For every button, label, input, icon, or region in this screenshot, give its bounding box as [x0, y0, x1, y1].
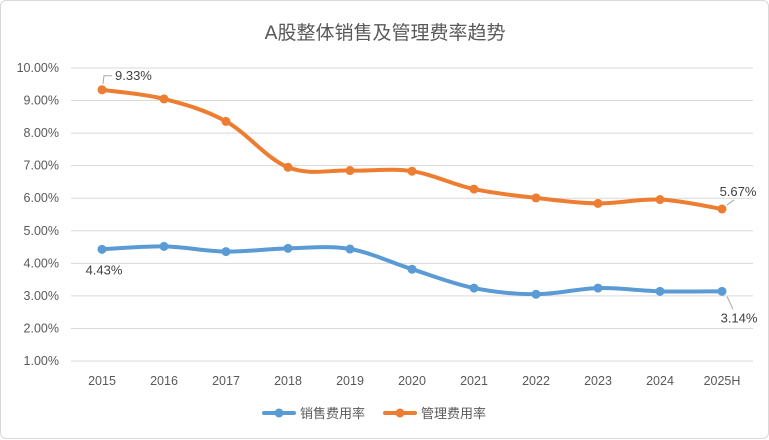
- y-axis-ticks: 1.00% 2.00% 3.00% 4.00% 5.00% 6.00% 7.00% 8.00%…: [17, 61, 59, 368]
- data-point[interactable]: [221, 247, 231, 257]
- x-axis-ticks: 2015 2016 2017 2018 2019 2020 2021 2022 2023 2024…: [88, 374, 740, 388]
- chart-title: A股整体销售及管理费率趋势: [265, 22, 506, 44]
- x-tick-label: 2020: [398, 374, 426, 388]
- data-point[interactable]: [159, 94, 169, 104]
- legend-label: 管理费用率: [421, 406, 486, 422]
- y-tick-label: 3.00%: [24, 289, 59, 303]
- x-tick-label: 2018: [274, 374, 302, 388]
- y-tick-label: 6.00%: [24, 191, 59, 205]
- y-tick-label: 1.00%: [24, 354, 59, 368]
- y-tick-label: 10.00%: [17, 61, 59, 75]
- x-tick-label: 2017: [212, 374, 240, 388]
- data-point[interactable]: [283, 162, 293, 172]
- data-point[interactable]: [221, 116, 231, 126]
- legend-item[interactable]: 销售费用率: [262, 406, 365, 422]
- leader-line: [102, 75, 112, 84]
- data-point[interactable]: [655, 286, 665, 296]
- y-tick-label: 8.00%: [24, 126, 59, 140]
- data-point[interactable]: [345, 244, 355, 254]
- data-point[interactable]: [407, 264, 417, 274]
- data-point[interactable]: [469, 184, 479, 194]
- y-tick-label: 2.00%: [24, 321, 59, 335]
- series-sales-expense-rate: [97, 241, 727, 299]
- grid-lines: [71, 67, 753, 362]
- series-line: [100, 87, 724, 211]
- y-tick-label: 4.00%: [24, 256, 59, 270]
- legend-label: 销售费用率: [300, 406, 365, 422]
- data-point[interactable]: [469, 283, 479, 293]
- series-admin-expense-rate: [97, 85, 727, 214]
- data-labels: 9.33% 5.67% 4.43% 3.14%: [86, 68, 758, 326]
- data-point[interactable]: [717, 204, 727, 214]
- legend-marker: [395, 408, 405, 418]
- x-tick-label: 2023: [584, 374, 612, 388]
- x-tick-label: 2022: [522, 374, 550, 388]
- leader-line: [726, 296, 734, 310]
- legend-item[interactable]: 管理费用率: [383, 406, 486, 422]
- data-point[interactable]: [531, 193, 541, 203]
- series-layer: [97, 85, 727, 299]
- legend[interactable]: 销售费用率 管理费用率: [262, 406, 486, 422]
- data-point[interactable]: [531, 289, 541, 299]
- data-label: 5.67%: [720, 184, 757, 199]
- data-label: 4.43%: [86, 262, 123, 277]
- data-point[interactable]: [159, 241, 169, 251]
- data-point[interactable]: [593, 283, 603, 293]
- data-point[interactable]: [407, 166, 417, 176]
- y-tick-label: 9.00%: [24, 94, 59, 108]
- x-tick-label: 2021: [460, 374, 488, 388]
- data-point[interactable]: [717, 286, 727, 296]
- x-tick-label: 2025H: [704, 374, 741, 388]
- x-tick-label: 2015: [88, 374, 116, 388]
- data-point[interactable]: [97, 244, 107, 254]
- y-tick-label: 5.00%: [24, 224, 59, 238]
- x-tick-label: 2019: [336, 374, 364, 388]
- data-point[interactable]: [345, 166, 355, 176]
- data-label: 3.14%: [721, 310, 758, 325]
- data-point[interactable]: [97, 85, 107, 95]
- legend-marker: [274, 408, 284, 418]
- data-point[interactable]: [283, 243, 293, 253]
- x-tick-label: 2024: [646, 374, 674, 388]
- leader-line: [726, 199, 735, 206]
- data-label: 9.33%: [115, 68, 152, 83]
- x-tick-label: 2016: [150, 374, 178, 388]
- data-point[interactable]: [655, 195, 665, 205]
- y-tick-label: 7.00%: [24, 159, 59, 173]
- data-point[interactable]: [593, 198, 603, 208]
